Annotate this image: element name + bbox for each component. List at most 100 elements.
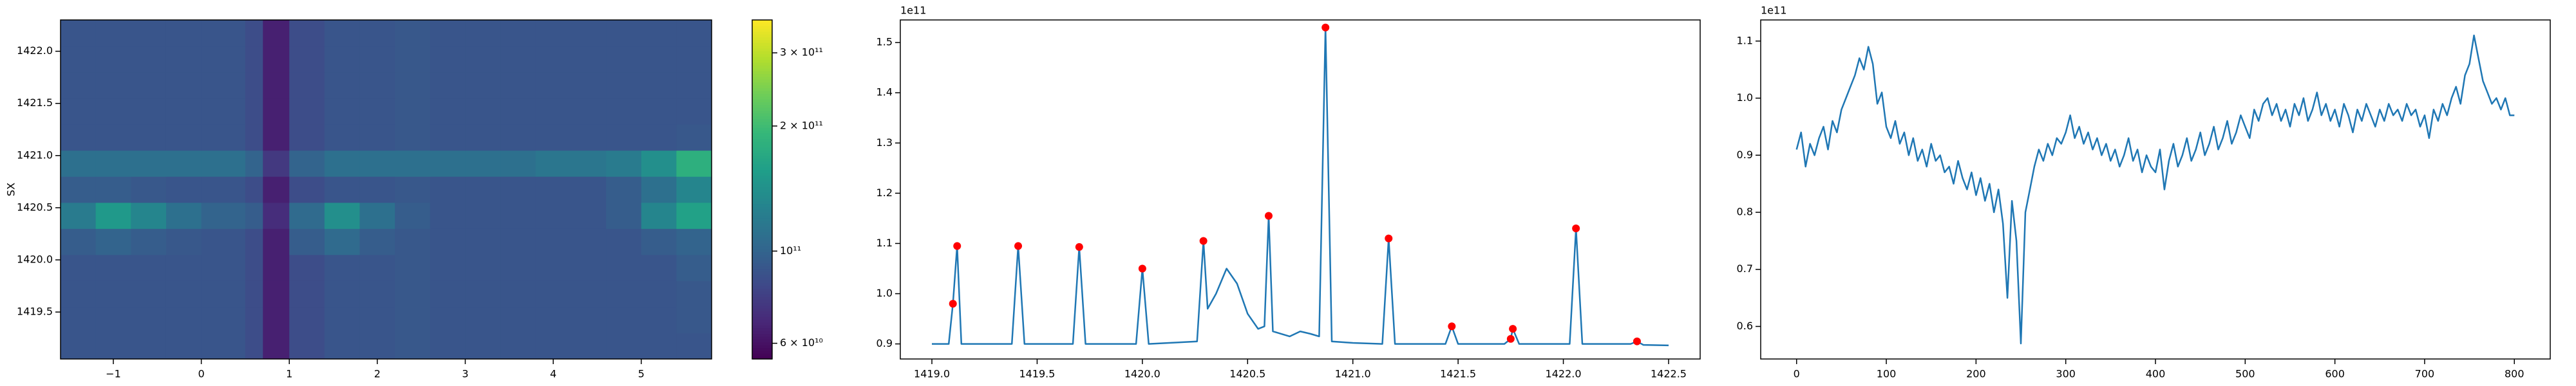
colorbar-segment [752,178,772,181]
x-tick-label: 0 [198,368,205,380]
colorbar-frame [752,19,773,360]
heatmap-cell [676,306,712,333]
heatmap-cell [359,202,395,229]
heatmap-cell [465,228,501,255]
y-tick-label: 1.2 [876,187,893,199]
x-tick-label: 1421.0 [1335,368,1371,380]
heatmap-cell [571,228,607,255]
y-tick-label: 1422.0 [17,44,53,57]
peak-marker [1199,237,1208,245]
colorbar-segment [752,237,772,241]
heatmap-cell [571,46,607,73]
heatmap-cell [395,124,431,151]
heatmap-cell [465,124,501,151]
heatmap-cell [131,72,167,99]
y-tick-label: 1.1 [1737,34,1753,46]
peak-marker [1075,243,1083,251]
heatmap-cell [95,333,131,360]
colorbar-segment [752,87,772,91]
heatmap-cell [166,280,202,308]
colorbar-segment [752,33,772,37]
heatmap-cell [359,124,395,151]
y-axis-label: SX [5,183,17,196]
heatmap-cell [324,124,361,151]
peak-marker [949,300,957,308]
heatmap-cell [324,46,361,73]
colorbar-tick-label: 2 × 10¹¹ [780,119,823,131]
colorbar-segment [752,209,772,213]
heatmap-cell [430,72,466,99]
heatmap-cell [263,280,290,308]
heatmap-cell [676,333,712,360]
heatmap-cell [245,280,263,308]
heatmap-cell [359,72,395,99]
heatmap-cell [465,72,501,99]
x-tick-label: 1 [286,368,292,380]
colorbar-segment [752,271,772,275]
heatmap-cell [95,46,131,73]
colorbar-segment [752,183,772,187]
heatmap-cell [95,124,131,151]
heatmap-cell [245,202,263,229]
heatmap-cell [430,280,466,308]
colorbar-segment [752,169,772,173]
heatmap-cell [95,20,131,47]
colorbar-segment [752,342,772,345]
colorbar-segment [752,203,772,207]
heatmap-cell [289,150,325,177]
heatmap-cell [324,280,361,308]
heatmap-cell [641,176,677,203]
y-tick-label: 1.3 [876,136,893,149]
heatmap-cell [571,306,607,333]
colorbar-segment [752,317,772,320]
colorbar-segment [752,144,772,148]
line [932,26,1669,347]
heatmap-cell [289,280,325,308]
colorbar-segment [752,262,772,266]
heatmap-cell [535,228,571,255]
colorbar-segment [752,232,772,235]
heatmap-cell [500,333,536,360]
heatmap-cell [324,98,361,125]
colorbar-segment [752,172,772,176]
heatmap-cell [676,72,712,99]
colorbar-segment [752,51,772,55]
colorbar-segment [752,350,772,354]
heatmap-cell [535,333,571,360]
heatmap-cell [641,306,677,333]
heatmap-cell [359,176,395,203]
heatmap-cell [131,20,167,47]
y-tick-label: 1.0 [1737,91,1753,104]
colorbar-segment [752,79,772,83]
heatmap-cell [395,228,431,255]
heatmap-cell [359,280,395,308]
heatmap-cell [245,333,263,360]
heatmap-cell [131,150,167,177]
colorbar-segment [752,226,772,230]
peak-marker [1506,335,1515,343]
heatmap-cell [359,150,395,177]
x-tick-label: 2 [374,368,381,380]
heatmap-cell [95,306,131,333]
colorbar-segment [752,347,772,351]
colorbar-segment [752,65,772,69]
colorbar-segment [752,246,772,250]
heatmap-cell [465,98,501,125]
colorbar-segment [752,331,772,335]
heatmap-cell [676,228,712,255]
heatmap-cell [641,46,677,73]
colorbar-segment [752,220,772,224]
colorbar-segment [752,333,772,337]
heatmap-cell [465,20,501,47]
heatmap-cell [263,306,290,333]
x-tick-label: 700 [2415,368,2435,380]
y-tick-label: 0.8 [1737,205,1753,217]
heatmap-cell [131,254,167,281]
y-tick-label: 1.1 [876,237,893,249]
heatmap-cell [263,124,290,151]
heatmap-cell [131,228,167,255]
y-tick-label: 1.5 [876,36,893,48]
heatmap-cell [166,306,202,333]
x-tick-label: 0 [1794,368,1800,380]
x-tick-label: 300 [2056,368,2076,380]
